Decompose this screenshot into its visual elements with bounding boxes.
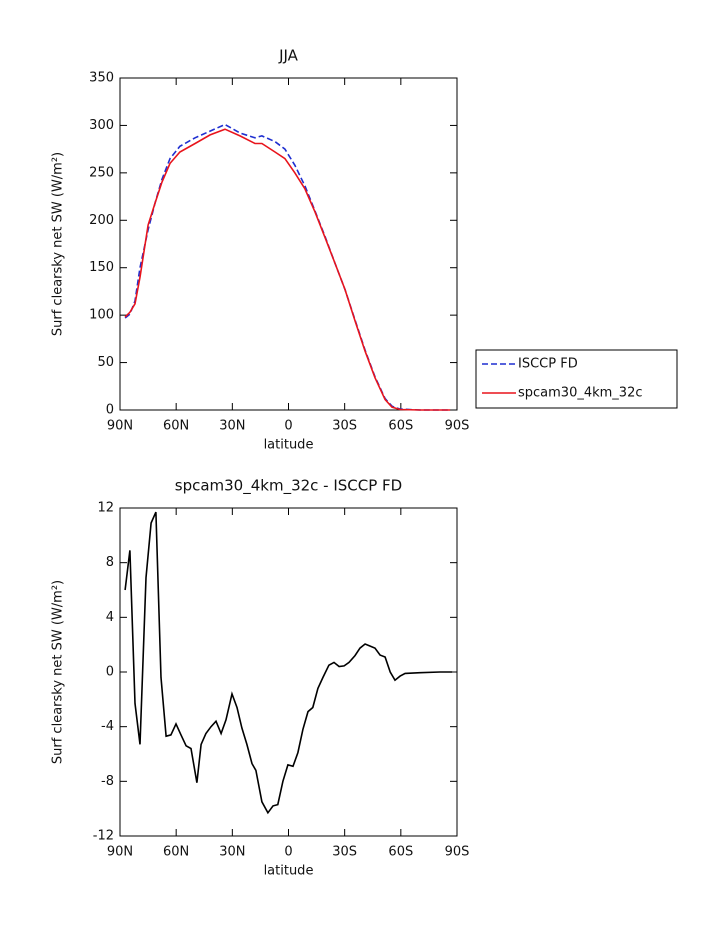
y-tick-label: -4 (101, 719, 114, 734)
data-line (124, 128, 451, 411)
x-axis-label: latitude (264, 438, 314, 453)
x-tick-label: 0 (284, 419, 292, 434)
x-tick-label: 30N (219, 419, 245, 434)
chart-title: spcam30_4km_32c - ISCCP FD (175, 477, 402, 496)
x-tick-label: 0 (284, 845, 292, 860)
plot-frame (119, 77, 458, 411)
x-tick-label: 30S (332, 845, 357, 860)
x-tick-label: 90S (445, 845, 470, 860)
data-line (124, 511, 453, 815)
x-tick-label: 60S (388, 419, 413, 434)
x-tick-label: 90N (107, 419, 133, 434)
x-tick-label: 30S (332, 419, 357, 434)
x-tick-label: 90S (445, 419, 470, 434)
y-tick-label: 200 (89, 213, 114, 228)
chart-title: JJA (278, 47, 299, 65)
y-tick-label: 350 (89, 71, 114, 86)
y-tick-label: 50 (97, 355, 114, 370)
legend-label: ISCCP FD (518, 357, 578, 372)
y-tick-label: 250 (89, 165, 114, 180)
y-tick-label: 300 (89, 118, 114, 133)
y-axis-label: Surf clearsky net SW (W/m²) (51, 152, 66, 336)
x-tick-label: 30N (219, 845, 245, 860)
y-axis-label: Surf clearsky net SW (W/m²) (51, 580, 66, 764)
plot-frame (119, 507, 458, 837)
x-tick-label: 90N (107, 845, 133, 860)
x-tick-label: 60N (163, 419, 189, 434)
y-tick-label: 8 (106, 555, 114, 570)
y-tick-label: 100 (89, 308, 114, 323)
x-tick-label: 60S (388, 845, 413, 860)
legend-label: spcam30_4km_32c (518, 386, 643, 401)
y-tick-label: 0 (106, 665, 114, 680)
y-tick-label: 150 (89, 260, 114, 275)
x-tick-label: 60N (163, 845, 189, 860)
y-tick-label: -8 (101, 774, 114, 789)
y-tick-label: 0 (106, 403, 114, 418)
y-tick-label: 12 (97, 501, 114, 516)
y-tick-label: 4 (106, 610, 114, 625)
data-line (124, 123, 451, 411)
x-axis-label: latitude (264, 864, 314, 879)
legend-box (475, 349, 678, 409)
y-tick-label: -12 (93, 829, 114, 844)
